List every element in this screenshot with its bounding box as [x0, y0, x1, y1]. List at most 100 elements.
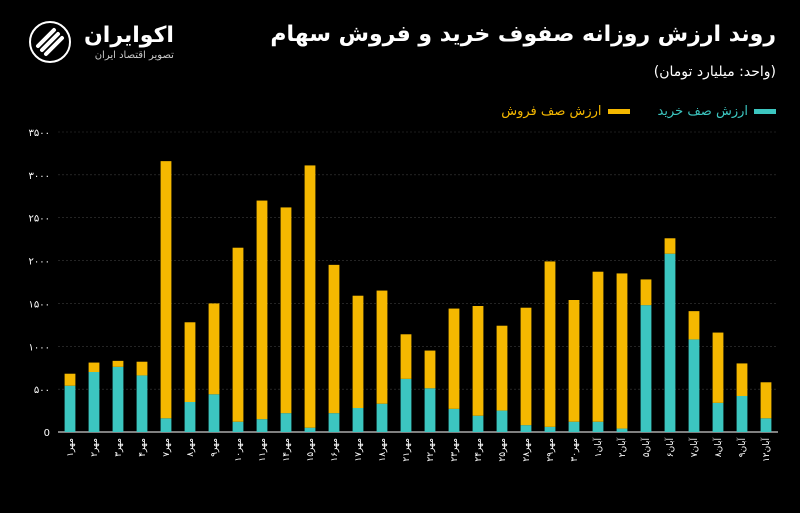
x-tick-label: مهر۱۸ [378, 438, 388, 462]
bar-buy [448, 408, 460, 432]
legend-item-sell: ارزش صف فروش [501, 104, 630, 119]
bar-buy [664, 253, 676, 432]
x-tick-label: مهر۸ [186, 438, 196, 457]
bar-buy [688, 339, 700, 432]
x-tick-label: مهر۲۲ [426, 438, 436, 462]
x-tick-label: مهر۳ [114, 438, 124, 457]
bar-sell [568, 300, 580, 422]
bar-buy [736, 396, 748, 432]
bar-buy [712, 402, 724, 432]
x-axis-labels: مهر۱ مهر۲ مهر۳ مهر۴ مهر۷ مهر۸ مهر۹ مهر۱۰ مهر۱۱ مه… [66, 438, 772, 463]
x-tick-label: مهر۱ [66, 438, 76, 457]
bar-buy [592, 421, 604, 432]
bar-buy [496, 410, 508, 432]
x-tick-label: آبان۹ [736, 438, 748, 458]
bar-sell [160, 161, 172, 419]
bar-sell [376, 290, 388, 404]
bar-buy [400, 378, 412, 432]
legend-swatch-sell [607, 109, 630, 114]
x-tick-label: آبان۱۲ [760, 438, 772, 463]
bar-buy [616, 428, 628, 432]
bar-buy [88, 372, 100, 432]
bars [64, 161, 772, 432]
bar-sell [520, 307, 532, 426]
bar-sell [448, 308, 460, 409]
bar-sell [736, 363, 748, 396]
x-tick-label: مهر۱۱ [258, 438, 268, 462]
bar-sell [592, 271, 604, 422]
y-tick-label: ۱۵۰۰ [29, 299, 50, 310]
bar-sell [664, 238, 676, 254]
chart-title: روند ارزش روزانه صفوف خرید و فروش سهام [270, 22, 776, 47]
brand-mark-icon [29, 21, 71, 63]
bar-buy [328, 413, 340, 432]
bar-sell [328, 264, 340, 414]
x-tick-label: آبان۲ [616, 438, 628, 458]
bar-buy [472, 415, 484, 432]
x-tick-label: آبان۱ [592, 438, 604, 458]
bar-sell [64, 373, 76, 386]
bar-sell [304, 165, 316, 428]
x-tick-label: آبان۸ [712, 438, 724, 458]
bar-buy [280, 413, 292, 432]
y-tick-label: ۳۵۰۰ [29, 128, 50, 139]
bar-buy [232, 421, 244, 432]
bar-buy [208, 394, 220, 432]
bar-sell [616, 273, 628, 429]
x-tick-label: مهر۲۱ [402, 438, 412, 462]
bar-buy [136, 375, 148, 432]
bar-buy [160, 418, 172, 432]
bar-buy [184, 402, 196, 432]
y-tick-label: ۵۰۰ [34, 385, 50, 396]
x-tick-label: مهر۱۶ [330, 438, 340, 462]
bar-sell [280, 207, 292, 414]
x-tick-label: مهر۹ [210, 438, 220, 457]
bar-sell [544, 261, 556, 427]
bar-sell [352, 295, 364, 408]
x-tick-label: آبان۶ [664, 438, 676, 458]
x-tick-label: مهر۱۷ [354, 438, 364, 462]
legend-label-sell: ارزش صف فروش [501, 104, 602, 119]
bar-sell [640, 279, 652, 306]
bar-buy [64, 385, 76, 432]
bar-buy [640, 305, 652, 432]
x-tick-label: مهر۱۴ [282, 438, 292, 462]
bar-sell [136, 361, 148, 376]
bar-buy [568, 421, 580, 432]
bar-sell [496, 325, 508, 411]
x-tick-label: مهر۲۳ [450, 438, 460, 462]
x-tick-label: آبان۵ [640, 438, 652, 458]
legend-label-buy: ارزش صف خرید [657, 104, 748, 119]
brand-tagline: تصویر اقتصاد ایران [94, 50, 174, 61]
bar-sell [400, 334, 412, 379]
bar-sell [688, 311, 700, 340]
brand-text: اکوایران تصویر اقتصاد ایران [84, 23, 174, 61]
x-tick-label: مهر۲۹ [546, 438, 556, 462]
bar-sell [760, 382, 772, 419]
bar-buy [352, 408, 364, 432]
y-tick-label: ۲۰۰۰ [29, 257, 50, 268]
chart-subtitle: (واحد: میلیارد تومان) [653, 64, 776, 80]
bar-sell [184, 322, 196, 402]
bar-sell [208, 303, 220, 395]
bar-sell [472, 306, 484, 416]
legend: ارزش صف خرید ارزش صف فروش [501, 104, 776, 119]
y-tick-label: 0 [44, 428, 50, 439]
bar-buy [112, 366, 124, 432]
x-tick-label: مهر۱۰ [234, 438, 244, 462]
x-tick-label: مهر۲۵ [498, 438, 508, 462]
bar-buy [256, 419, 268, 432]
bar-sell [256, 200, 268, 420]
bar-sell [424, 350, 436, 389]
x-tick-label: مهر۴ [138, 438, 148, 457]
x-tick-label: مهر۲ [90, 438, 100, 457]
bar-buy [520, 425, 532, 432]
bar-buy [376, 403, 388, 432]
x-tick-label: مهر۲۴ [474, 438, 484, 462]
legend-swatch-buy [754, 109, 776, 114]
x-tick-label: مهر۳۰ [570, 438, 580, 462]
bar-sell [232, 247, 244, 422]
x-tick-label: مهر۱۵ [306, 438, 316, 462]
